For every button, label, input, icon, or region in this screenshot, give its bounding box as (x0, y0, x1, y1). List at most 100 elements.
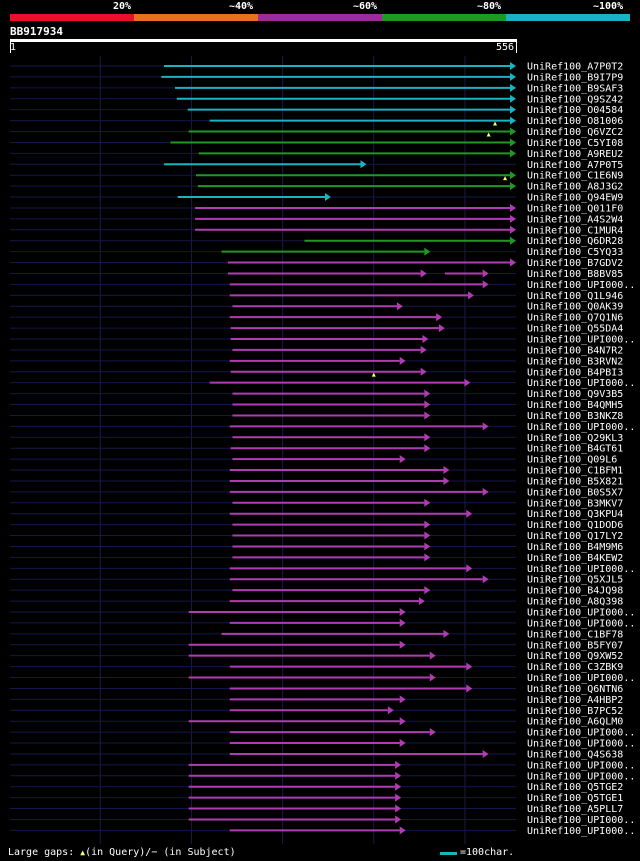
hit-arrow (510, 203, 516, 212)
hit-label: UniRef100_Q5TGE1 (527, 793, 623, 804)
hit-arrow (360, 160, 367, 169)
in-subject-label: (in Subject) (157, 847, 236, 858)
hit-label: UniRef100_A6QLM0 (527, 717, 623, 728)
hit-label: UniRef100_Q09L6 (527, 455, 617, 466)
hit-label: UniRef100_Q5TGE2 (527, 782, 623, 793)
gap-marker (371, 372, 376, 377)
hit-arrow (438, 324, 445, 333)
hit-arrow (395, 771, 402, 780)
hit-label: UniRef100_UPI000.. (527, 728, 635, 739)
hit-label: UniRef100_Q17LY2 (527, 531, 623, 542)
hit-arrow (424, 553, 431, 562)
hit-arrow (399, 356, 406, 365)
hit-arrow (466, 684, 473, 693)
hit-arrow (395, 815, 402, 824)
gap-marker (486, 132, 491, 137)
large-gaps-label: Large gaps: (8, 847, 81, 858)
hit-label: UniRef100_B4KEW2 (527, 553, 623, 564)
hit-arrow (420, 345, 427, 354)
hit-arrow (418, 597, 425, 606)
legend-swatch-100 (506, 14, 630, 21)
hit-arrow (324, 193, 331, 202)
hit-arrow (510, 62, 516, 70)
hit-label: UniRef100_UPI000.. (527, 280, 635, 291)
large-gaps-legend: Large gaps: ▲(in Query)/− (in Subject) (8, 847, 236, 858)
hit-arrow (399, 739, 406, 748)
query-bar (10, 39, 517, 42)
hit-label: UniRef100_UPI000.. (527, 760, 635, 771)
legend-swatch-20 (10, 14, 134, 21)
hit-label: UniRef100_C5YI08 (527, 138, 623, 149)
hit-label: UniRef100_A5PLL7 (527, 804, 623, 815)
hit-label: UniRef100_Q011F0 (527, 203, 623, 214)
hit-arrow (399, 618, 406, 627)
hit-label: UniRef100_B8BV85 (527, 269, 623, 280)
hit-label: UniRef100_A8Q398 (527, 597, 623, 608)
legend-swatch-60 (258, 14, 382, 21)
scale-start-label: 1 (10, 42, 17, 53)
hit-arrow (424, 531, 431, 540)
hit-arrow (395, 793, 402, 802)
hit-arrow (510, 182, 516, 191)
query-id: BB917934 (10, 25, 63, 38)
hit-arrow (510, 116, 516, 125)
hit-label: UniRef100_O04584 (527, 105, 623, 116)
hit-arrow (510, 236, 516, 245)
hit-arrow (396, 302, 403, 311)
hit-arrow (395, 804, 402, 813)
hit-arrow (510, 94, 516, 103)
hit-label: UniRef100_UPI000.. (527, 826, 635, 837)
scale-tick-start (10, 42, 11, 53)
hit-arrow (482, 749, 489, 758)
hit-arrow (468, 291, 475, 300)
hit-label: UniRef100_C1MUR4 (527, 225, 623, 236)
hit-arrow (424, 520, 431, 529)
hit-label: UniRef100_UPI000.. (527, 564, 635, 575)
hit-label: UniRef100_B7GDV2 (527, 258, 623, 269)
hit-arrow (482, 280, 489, 289)
hit-arrow (399, 455, 406, 464)
alignment-plot: UniRef100_A7P0T2UniRef100_B9I7P9UniRef10… (10, 56, 635, 844)
hit-arrow (429, 651, 436, 660)
hit-label: UniRef100_C1E6N9 (527, 171, 623, 182)
hit-label: UniRef100_C1BFM1 (527, 466, 623, 477)
hit-arrow (420, 269, 427, 278)
hit-arrow (510, 83, 516, 92)
hit-arrow (510, 127, 516, 136)
coverage-legend-labels: 20% ~40% ~60% ~80% ~100% (0, 0, 640, 14)
hit-label: UniRef100_UPI000.. (527, 422, 635, 433)
hit-label: UniRef100_Q9SZ42 (527, 94, 623, 105)
hit-arrow (387, 706, 394, 715)
hit-label: UniRef100_UPI000.. (527, 771, 635, 782)
hit-arrow (424, 433, 431, 442)
hit-arrow (510, 72, 516, 81)
hit-label: UniRef100_C1BF78 (527, 629, 623, 640)
hit-arrow (399, 640, 406, 649)
hit-arrow (466, 509, 473, 518)
hit-arrow (424, 247, 431, 256)
gap-marker (493, 121, 498, 126)
hit-arrow (443, 476, 450, 485)
hit-arrow (399, 717, 406, 726)
hit-arrow (466, 564, 473, 573)
hit-label: UniRef100_UPI000.. (527, 815, 635, 826)
scale-bar-label: =100char. (460, 847, 515, 858)
hit-arrow (399, 826, 406, 835)
hit-arrow (424, 400, 431, 409)
hit-label: UniRef100_B5X821 (527, 476, 623, 487)
hit-arrow (436, 313, 443, 322)
hit-label: UniRef100_UPI000.. (527, 608, 635, 619)
hit-label: UniRef100_A9REU2 (527, 149, 623, 160)
hit-arrow (429, 673, 436, 682)
hit-label: UniRef100_Q0AK39 (527, 302, 623, 313)
hit-label: UniRef100_Q6NTN6 (527, 684, 623, 695)
hit-label: UniRef100_A7P0T2 (527, 62, 623, 73)
hit-arrow (424, 586, 431, 595)
hit-arrow (510, 105, 516, 114)
hit-label: UniRef100_A4S2W4 (527, 214, 623, 225)
legend-label-60: ~60% (353, 1, 378, 12)
hit-arrow (395, 760, 402, 769)
hit-label: UniRef100_Q94EW9 (527, 193, 623, 204)
query-gap-icon: ▲ (80, 848, 86, 857)
hit-arrow (510, 171, 516, 180)
